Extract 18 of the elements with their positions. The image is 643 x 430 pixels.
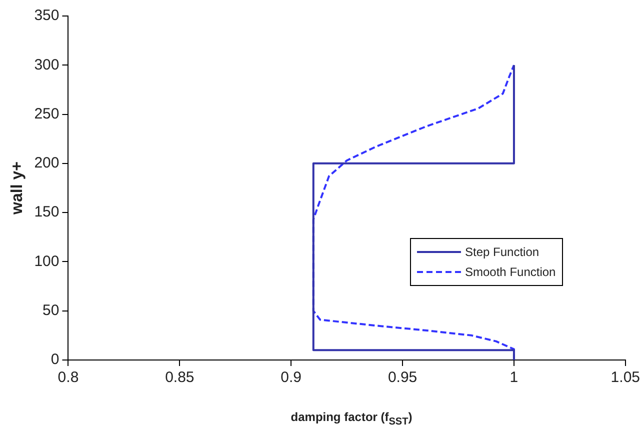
- y-tick-label: 100: [34, 252, 60, 270]
- x-tick-label: 1.05: [610, 369, 640, 386]
- x-tick-label: 1: [510, 369, 518, 386]
- y-tick-label: 150: [34, 204, 60, 221]
- y-tick-label: 250: [34, 105, 60, 122]
- y-tick-label: 200: [34, 154, 60, 172]
- y-tick-label: 50: [42, 302, 60, 319]
- x-axis-title: damping factor (f$_{SST}$): [290, 410, 414, 428]
- y-tick-label: 350: [34, 7, 60, 24]
- y-axis-title: wall y+: [9, 162, 26, 216]
- legend-label: Step Function: [465, 245, 540, 259]
- y-tick-label: 300: [34, 56, 60, 74]
- x-tick-label: 0.85: [165, 369, 194, 386]
- legend-label: Smooth Function: [465, 265, 556, 279]
- y-tick-label: 0: [50, 351, 60, 368]
- x-tick-label: 0.95: [388, 369, 418, 386]
- x-tick-label: 0.9: [280, 369, 302, 386]
- x-tick-label: 0.8: [58, 369, 79, 386]
